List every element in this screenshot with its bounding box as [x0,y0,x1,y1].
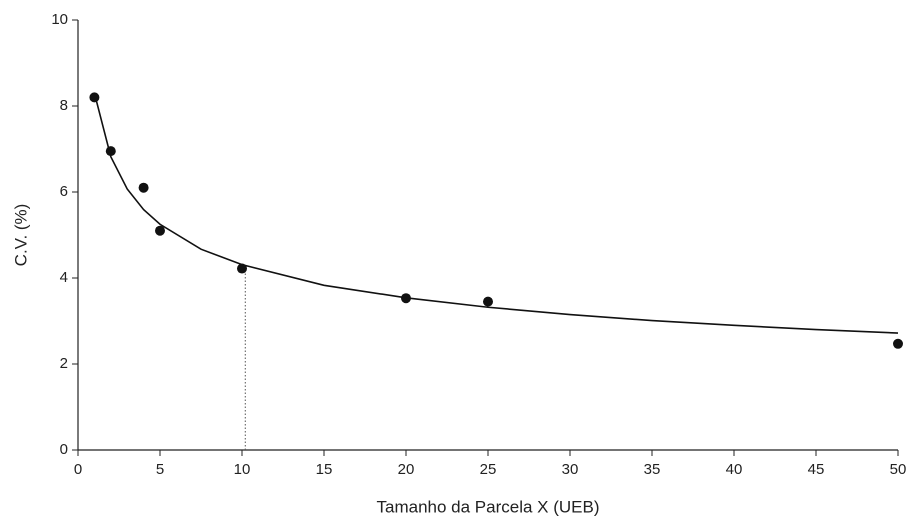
x-tick-label: 50 [890,461,907,478]
data-point [893,338,903,349]
y-tick-label: 0 [60,441,68,458]
x-tick-label: 15 [316,461,333,478]
data-point [483,296,493,307]
y-tick-label: 8 [60,97,68,114]
x-tick-label: 35 [644,461,661,478]
y-tick-label: 4 [60,269,68,286]
x-tick-label: 5 [156,461,164,478]
fit-curve [93,92,899,334]
x-tick-label: 20 [398,461,415,478]
x-tick-label: 40 [726,461,743,478]
data-point [155,225,165,236]
data-point [89,92,100,103]
data-point [138,182,149,193]
x-tick-label: 10 [234,461,251,478]
data-point [401,293,411,304]
y-tick-label: 10 [51,11,68,28]
y-tick-label: 2 [60,355,68,372]
x-axis-label: Tamanho da Parcela X (UEB) [377,497,600,516]
y-axis-label: C.V. (%) [11,204,30,267]
y-tick-label: 6 [60,183,68,200]
data-point [237,263,247,274]
x-tick-label: 0 [74,461,82,478]
data-point [105,146,116,157]
x-tick-label: 25 [480,461,497,478]
x-tick-label: 30 [562,461,579,478]
x-tick-label: 45 [808,461,825,478]
